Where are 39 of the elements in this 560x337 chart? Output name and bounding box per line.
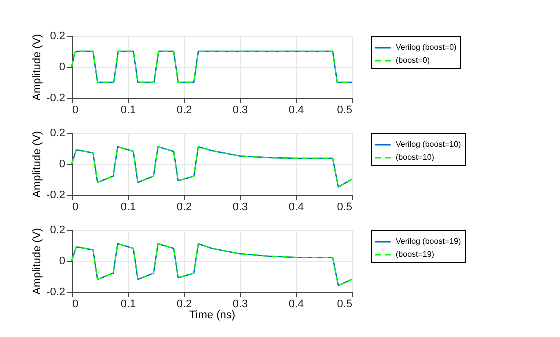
legend-label: Verilog (boost=19) [396, 237, 462, 246]
y-tick-label: -0.2 [46, 286, 66, 298]
legend-label: (boost=19) [396, 250, 435, 259]
x-tick-label: 0.4 [288, 104, 304, 116]
x-tick-label: 0.5 [337, 298, 352, 310]
text: (boost=10) [396, 153, 435, 162]
text: Verilog (boost=10) [396, 140, 462, 149]
x-tick-label: 0.5 [337, 202, 352, 214]
x-tick-label: 0.2 [176, 104, 192, 116]
x-tick-label: 0.5 [337, 104, 352, 116]
y-tick-label: 0 [59, 62, 66, 74]
y-axis-title: Amplitude (V) [32, 228, 44, 295]
x-axis-title: Time (ns) [189, 310, 236, 322]
y-tick-label: 0.2 [50, 30, 66, 42]
y-tick-label: -0.2 [46, 92, 66, 104]
legend-label: Verilog (boost=0) [396, 43, 458, 52]
y-axis-title: Amplitude (V) [32, 34, 44, 101]
line-series [71, 50, 353, 84]
y-tick-label: 0.2 [50, 128, 66, 140]
x-tick-label: 0.3 [232, 298, 248, 310]
x-tick-label: 0.3 [232, 202, 248, 214]
x-tick-label: 0.2 [176, 298, 192, 310]
x-tick-label: 0 [72, 104, 79, 116]
x-tick-label: 0.1 [120, 298, 136, 310]
x-tick-label: 0.4 [288, 202, 304, 214]
y-axis-title: Amplitude (V) [32, 131, 44, 198]
legend-label: (boost=0) [396, 56, 430, 65]
x-tick-label: 0 [72, 202, 79, 214]
y-tick-label: 0 [59, 256, 66, 268]
line-series [71, 243, 353, 286]
y-tick-label: -0.2 [46, 190, 66, 202]
x-tick-label: 0.4 [288, 298, 304, 310]
y-tick-label: 0.2 [50, 224, 66, 236]
x-tick-label: 0.1 [120, 104, 136, 116]
x-tick-label: 0.1 [120, 202, 136, 214]
x-tick-label: 0.2 [176, 202, 192, 214]
x-tick-label: 0 [72, 298, 79, 310]
x-tick-label: 0.3 [232, 104, 248, 116]
y-tick-label: 0 [59, 158, 66, 170]
